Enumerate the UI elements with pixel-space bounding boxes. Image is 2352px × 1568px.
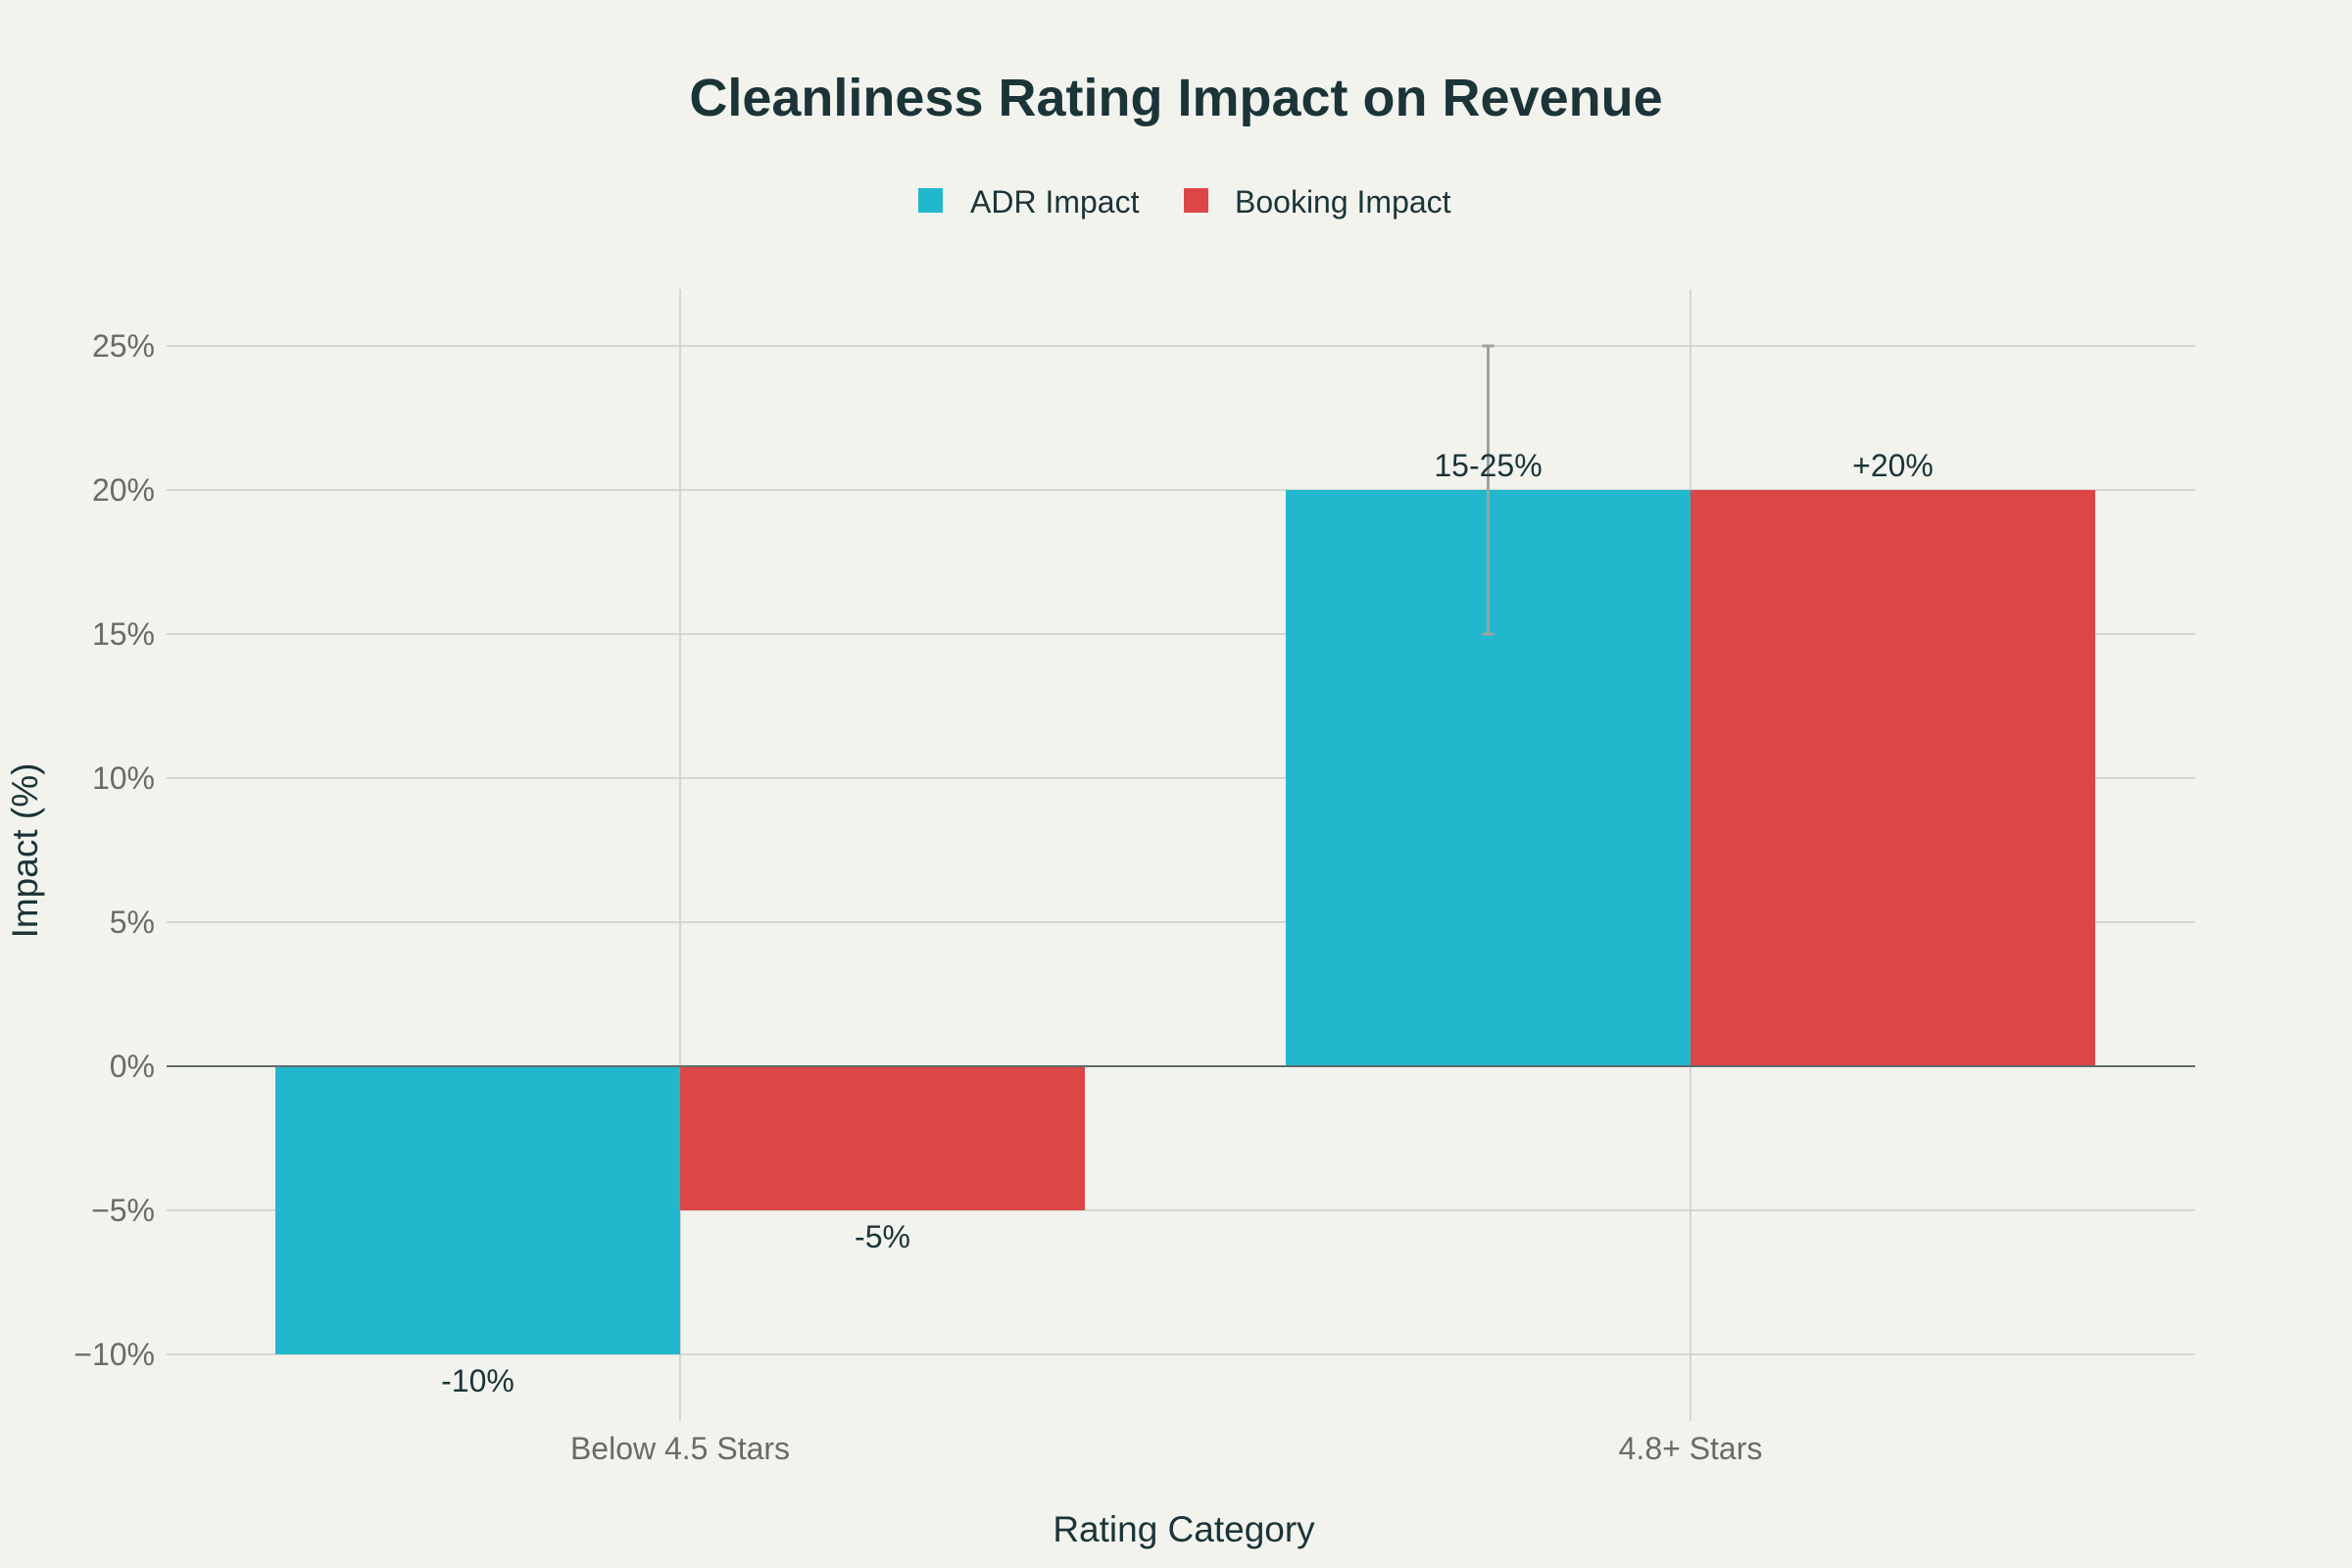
data-label: -10% xyxy=(441,1363,514,1398)
legend-swatch-booking xyxy=(1184,188,1208,213)
legend-item-adr[interactable]: ADR Impact xyxy=(918,184,1140,220)
y-tick-label: 15% xyxy=(92,616,155,652)
bar[interactable] xyxy=(275,1066,680,1354)
bar[interactable] xyxy=(680,1066,1085,1210)
y-tick-label: 5% xyxy=(110,905,155,940)
legend-swatch-adr xyxy=(918,188,943,213)
x-tick-label: 4.8+ Stars xyxy=(1619,1431,1763,1466)
y-axis-title: Impact (%) xyxy=(5,763,45,939)
legend: ADR Impact Booking Impact xyxy=(918,184,1451,220)
x-tick-label: Below 4.5 Stars xyxy=(570,1431,790,1466)
bars-layer xyxy=(275,490,2095,1354)
y-tick-label: 20% xyxy=(92,472,155,508)
y-tick-label: −10% xyxy=(74,1337,155,1372)
x-axis-ticks: Below 4.5 Stars 4.8+ Stars xyxy=(570,1431,1762,1466)
data-labels: -10% -5% 15-25% +20% xyxy=(441,448,1934,1398)
y-tick-label: 25% xyxy=(92,328,155,364)
legend-label-adr: ADR Impact xyxy=(970,184,1140,220)
chart-title: Cleanliness Rating Impact on Revenue xyxy=(689,69,1662,127)
x-axis-title: Rating Category xyxy=(1053,1509,1315,1549)
data-label: +20% xyxy=(1852,448,1934,483)
y-axis-ticks: −10% −5% 0% 5% 10% 15% 20% 25% xyxy=(74,328,155,1372)
legend-label-booking: Booking Impact xyxy=(1235,184,1451,220)
data-label: 15-25% xyxy=(1434,448,1542,483)
error-bars xyxy=(1482,344,1494,636)
bar[interactable] xyxy=(1690,490,2095,1066)
data-label: -5% xyxy=(855,1219,910,1254)
legend-item-booking[interactable]: Booking Impact xyxy=(1184,184,1451,220)
y-tick-label: 0% xyxy=(110,1049,155,1084)
y-tick-label: 10% xyxy=(92,760,155,796)
y-tick-label: −5% xyxy=(91,1193,155,1228)
